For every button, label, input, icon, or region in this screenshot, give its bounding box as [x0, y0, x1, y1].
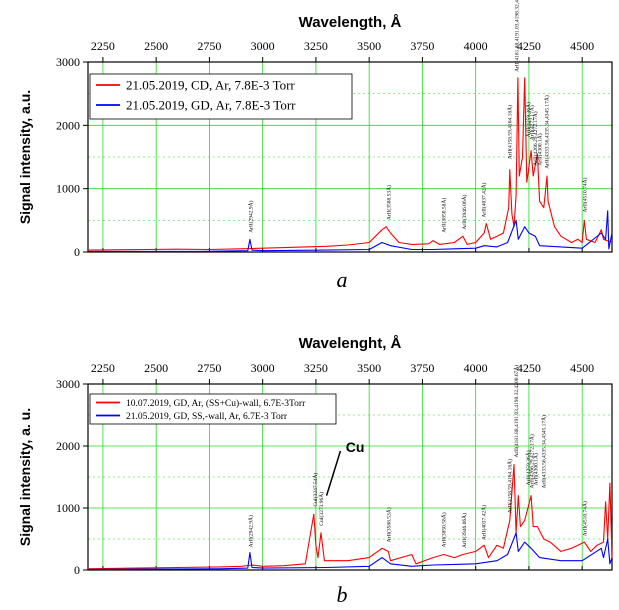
x-axis-title: Wavelenght, Å: [299, 335, 402, 352]
legend-label: 21.05.2019, GD, Ar, 7.8E-3 Torr: [126, 98, 296, 113]
y-tick-label: 2000: [56, 439, 80, 453]
peak-annotation: ArII(4158.59,4164.18Å): [505, 105, 513, 159]
x-tick-label: 4500: [570, 39, 594, 53]
chart-panel-b: 2250 2500 2750 3000 3250 3500 3750 4000 4250 4500…: [17, 335, 613, 607]
y-tick-label: 1000: [56, 182, 80, 196]
peak-annotation: ArII(4266.29,4272.17Å): [528, 434, 536, 488]
x-tick-label: 2250: [91, 361, 115, 375]
plot-frame: [87, 61, 613, 253]
peak-annotation: ArII(4158.59,4164.18Å): [505, 459, 513, 513]
peak-annotation: ArII(3588.53Å): [384, 507, 392, 542]
y-tick-label: 3000: [56, 377, 80, 391]
y-tick-label: 2000: [56, 118, 80, 132]
x-axis-title: Wavelength, Å: [299, 14, 402, 31]
peak-annotation: ArII(2942.9Å): [246, 515, 254, 547]
peak-annotation: ArII(4181.88,4191.03,4198.32,4200.67Å): [512, 365, 520, 458]
cu-callout-label: Cu: [346, 439, 365, 455]
peak-annotation: ArII(4272.17Å): [528, 105, 536, 140]
peak-annotation: ArII(3946.06Å): [460, 194, 468, 229]
chart-panel-a: 2250 2500 2750 3000 3250 3500 3750 4000 4250 4500…: [17, 0, 613, 292]
x-tick-label: 2500: [144, 361, 168, 375]
x-tick-label: 2500: [144, 39, 168, 53]
peak-annotation: ArII(4333.56,4335.34,4345.17Å): [539, 415, 547, 489]
peak-annotation: ArII(4259.36Å): [524, 450, 532, 485]
x-tick-label: 4000: [464, 39, 488, 53]
peak-annotation: ArII(3588.53Å): [384, 185, 392, 220]
x-tick-label: 3000: [251, 39, 275, 53]
legend-label: 21.05.2019, CD, Ar, 7.8E-3 Torr: [126, 78, 295, 93]
peak-annotation: ArII(4333.56,4335.34,4345.17Å): [543, 95, 551, 169]
series-line-red: [87, 77, 613, 251]
y-tick-label: 0: [74, 563, 80, 577]
y-tick-label: 1000: [56, 501, 80, 515]
peak-annotation: ArII(3850.58Å): [440, 198, 448, 233]
legend-label: 21.05.2019, GD, SS,-wall, Ar, 6.7E-3 Tor…: [126, 412, 288, 422]
x-tick-label: 3500: [357, 39, 381, 53]
peak-annotation: CuI(3273.96Å): [317, 492, 325, 526]
peak-annotation: CuI(3247.54Å): [311, 473, 319, 507]
panel-letter: a: [337, 267, 348, 292]
x-tick-label: 4250: [517, 39, 541, 53]
peak-annotation: ArII(2942.9Å): [246, 200, 254, 232]
peak-annotation: ArII(4037.42Å): [480, 505, 488, 540]
x-tick-label: 4000: [464, 361, 488, 375]
x-tick-label: 4250: [517, 361, 541, 375]
cu-callout-line: [325, 450, 342, 496]
peak-annotation: ArII(4266.29,4272.17Å): [531, 111, 539, 165]
x-tick-label: 2750: [197, 39, 221, 53]
panel-letter: b: [337, 582, 348, 607]
x-tick-label: 3750: [410, 39, 434, 53]
x-tick-label: 2750: [197, 361, 221, 375]
peak-annotation: ArII(4037.42Å): [480, 182, 488, 217]
peak-annotation: ArII(4300.1Å): [532, 453, 540, 485]
series-line-blue: [88, 210, 613, 252]
x-tick-label: 4500: [570, 361, 594, 375]
y-axis-title: Signal intensity, a. u.: [17, 408, 33, 546]
legend-box: [89, 393, 337, 425]
peak-annotation: ArII(4259.36Å): [524, 102, 532, 137]
y-tick-label: 3000: [56, 55, 80, 69]
legend-label: 10.07.2019, GD, Ar, (SS+Cu)-wall, 6.7E-3…: [126, 398, 306, 409]
y-tick-label: 0: [74, 245, 80, 259]
peak-annotation: ArII(3850.58Å): [440, 512, 448, 547]
peak-annotation: ArII(4181.88,4191.03,4198.32,4200.67Å): [513, 0, 521, 72]
x-tick-label: 3000: [251, 361, 275, 375]
x-tick-label: 3250: [304, 361, 328, 375]
series-line-red: [87, 464, 613, 570]
y-axis-title: Signal intensity, a.u.: [17, 90, 33, 224]
plot-frame: [87, 383, 613, 571]
x-tick-label: 3750: [410, 361, 434, 375]
peak-annotation: ArII(3946.06Å): [460, 513, 468, 548]
legend-box: [89, 73, 353, 120]
series-line-blue: [87, 532, 613, 570]
x-tick-label: 3500: [357, 361, 381, 375]
x-tick-label: 3250: [304, 39, 328, 53]
peak-annotation: ArII(4510.74Å): [580, 177, 588, 212]
peak-annotation: ArII(4300.1Å): [536, 133, 544, 165]
x-tick-label: 2250: [91, 39, 115, 53]
peak-annotation: ArII(4510.74Å): [580, 501, 588, 536]
